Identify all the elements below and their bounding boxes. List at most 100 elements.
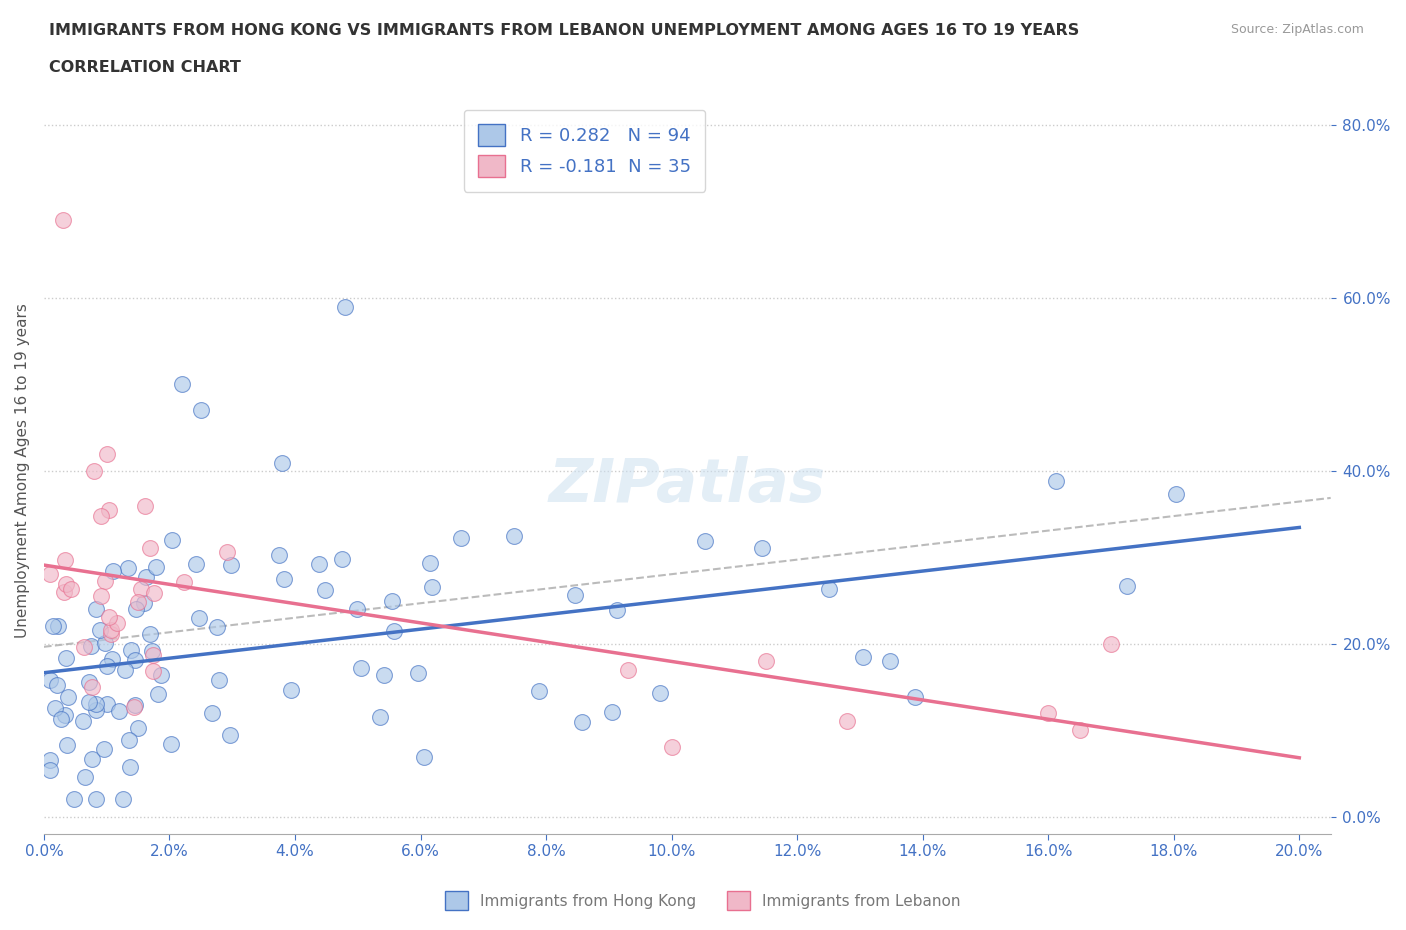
Point bbox=[105, 616, 128, 631]
Point bbox=[1038, 705, 1060, 720]
Point bbox=[55, 651, 77, 666]
Point bbox=[127, 721, 149, 736]
Point bbox=[53, 585, 76, 600]
Point bbox=[837, 714, 859, 729]
Point bbox=[173, 575, 195, 590]
Point bbox=[406, 666, 429, 681]
Point bbox=[111, 791, 134, 806]
Point bbox=[84, 702, 107, 717]
Point bbox=[89, 623, 111, 638]
Point bbox=[39, 752, 62, 767]
Point bbox=[100, 622, 122, 637]
Point bbox=[314, 582, 336, 597]
Point bbox=[219, 558, 242, 573]
Point bbox=[273, 572, 295, 587]
Point bbox=[73, 640, 96, 655]
Point bbox=[1045, 474, 1067, 489]
Point bbox=[149, 667, 172, 682]
Point bbox=[693, 534, 716, 549]
Point bbox=[308, 556, 330, 571]
Point bbox=[58, 690, 80, 705]
Y-axis label: Unemployment Among Ages 16 to 19 years: Unemployment Among Ages 16 to 19 years bbox=[15, 303, 30, 638]
Point bbox=[96, 446, 118, 461]
Point bbox=[280, 683, 302, 698]
Point bbox=[77, 674, 100, 689]
Point bbox=[120, 643, 142, 658]
Text: ZIPatlas: ZIPatlas bbox=[548, 456, 825, 515]
Point bbox=[419, 555, 441, 570]
Point bbox=[90, 509, 112, 524]
Legend: R = 0.282   N = 94, R = -0.181  N = 35: R = 0.282 N = 94, R = -0.181 N = 35 bbox=[464, 110, 706, 192]
Point bbox=[219, 728, 242, 743]
Point bbox=[142, 647, 165, 662]
Point bbox=[350, 660, 373, 675]
Text: IMMIGRANTS FROM HONG KONG VS IMMIGRANTS FROM LEBANON UNEMPLOYMENT AMONG AGES 16 : IMMIGRANTS FROM HONG KONG VS IMMIGRANTS … bbox=[49, 23, 1080, 38]
Point bbox=[422, 579, 444, 594]
Point bbox=[503, 529, 526, 544]
Point bbox=[41, 618, 63, 633]
Point bbox=[46, 677, 69, 692]
Point bbox=[571, 715, 593, 730]
Point bbox=[142, 586, 165, 601]
Point bbox=[208, 672, 231, 687]
Point bbox=[600, 705, 623, 720]
Point bbox=[84, 791, 107, 806]
Point bbox=[94, 574, 117, 589]
Point bbox=[117, 561, 139, 576]
Point bbox=[138, 540, 160, 555]
Point bbox=[1166, 486, 1188, 501]
Point bbox=[1069, 723, 1091, 737]
Point bbox=[96, 658, 118, 673]
Point bbox=[381, 593, 404, 608]
Point bbox=[755, 654, 778, 669]
Point bbox=[450, 530, 472, 545]
Point bbox=[39, 672, 62, 687]
Point bbox=[527, 684, 550, 698]
Point bbox=[146, 687, 169, 702]
Point bbox=[52, 213, 75, 228]
Point bbox=[101, 652, 124, 667]
Point bbox=[83, 463, 105, 478]
Point bbox=[124, 700, 146, 715]
Point bbox=[215, 545, 238, 560]
Text: Source: ZipAtlas.com: Source: ZipAtlas.com bbox=[1230, 23, 1364, 36]
Point bbox=[141, 644, 163, 658]
Point bbox=[606, 603, 628, 618]
Point bbox=[53, 552, 76, 567]
Point bbox=[103, 564, 125, 578]
Point bbox=[817, 581, 839, 596]
Point bbox=[142, 663, 165, 678]
Point bbox=[80, 679, 103, 694]
Point bbox=[267, 548, 290, 563]
Point bbox=[271, 456, 294, 471]
Point bbox=[139, 626, 162, 641]
Point bbox=[145, 560, 167, 575]
Point bbox=[134, 596, 156, 611]
Point bbox=[330, 552, 353, 567]
Point bbox=[75, 770, 97, 785]
Point bbox=[129, 582, 152, 597]
Point bbox=[205, 619, 228, 634]
Point bbox=[162, 533, 184, 548]
Point bbox=[184, 556, 207, 571]
Point bbox=[616, 662, 638, 677]
Point bbox=[412, 750, 434, 764]
Point bbox=[127, 594, 149, 609]
Point bbox=[1099, 636, 1122, 651]
Point bbox=[77, 695, 100, 710]
Point bbox=[80, 751, 103, 766]
Point bbox=[39, 566, 62, 581]
Legend: Immigrants from Hong Kong, Immigrants from Lebanon: Immigrants from Hong Kong, Immigrants fr… bbox=[437, 884, 969, 918]
Point bbox=[55, 577, 77, 591]
Point bbox=[97, 610, 120, 625]
Point bbox=[661, 740, 683, 755]
Point bbox=[124, 698, 146, 712]
Point bbox=[62, 791, 84, 806]
Point bbox=[852, 649, 875, 664]
Point bbox=[368, 710, 391, 724]
Point bbox=[201, 706, 224, 721]
Point bbox=[751, 540, 773, 555]
Point bbox=[96, 697, 118, 711]
Point bbox=[93, 741, 115, 756]
Point bbox=[124, 653, 146, 668]
